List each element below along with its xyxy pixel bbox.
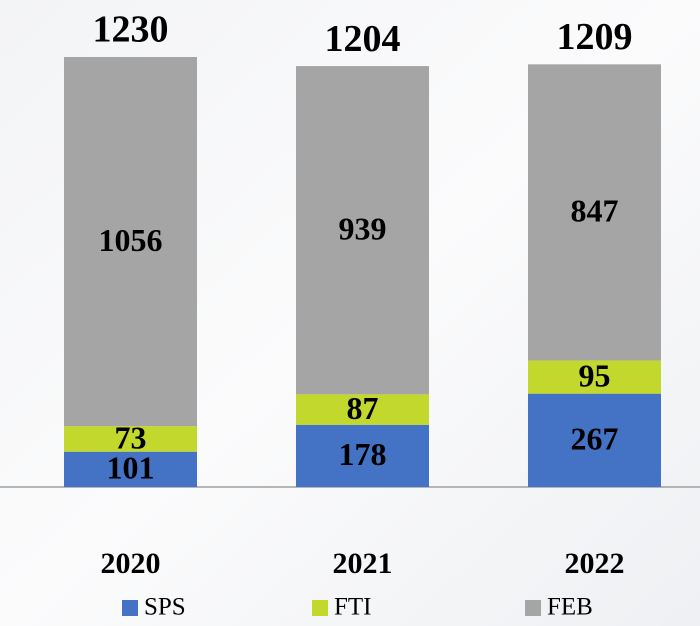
legend-label: FEB (547, 594, 593, 621)
data-label: 1056 (99, 222, 163, 258)
data-label: 847 (571, 193, 619, 229)
bar-segment (64, 451, 197, 487)
x-tick-label: 2022 (565, 547, 625, 580)
bar-segment (64, 56, 197, 427)
legend-swatch (122, 600, 138, 616)
legend-label: SPS (144, 594, 186, 621)
bar-segment (296, 66, 429, 395)
bar-segment (64, 426, 197, 452)
data-label: 939 (339, 211, 387, 247)
x-tick-label: 2020 (101, 547, 161, 580)
data-label: 87 (347, 390, 379, 426)
data-label: 178 (339, 436, 387, 472)
bar-segment (528, 360, 661, 394)
bar-segment (528, 64, 661, 361)
bar-segment (296, 424, 429, 487)
legend-label: FTI (334, 594, 372, 621)
data-label: 101 (107, 450, 155, 486)
legend-swatch (312, 600, 328, 616)
x-tick-label: 2021 (333, 547, 393, 580)
total-label: 1230 (93, 9, 169, 51)
total-label: 1209 (557, 16, 633, 58)
bar-segment (528, 393, 661, 487)
data-label: 95 (579, 357, 611, 393)
bar-segment (296, 394, 429, 425)
total-label: 1204 (325, 18, 401, 60)
data-label: 267 (571, 421, 619, 457)
legend-swatch (525, 600, 541, 616)
